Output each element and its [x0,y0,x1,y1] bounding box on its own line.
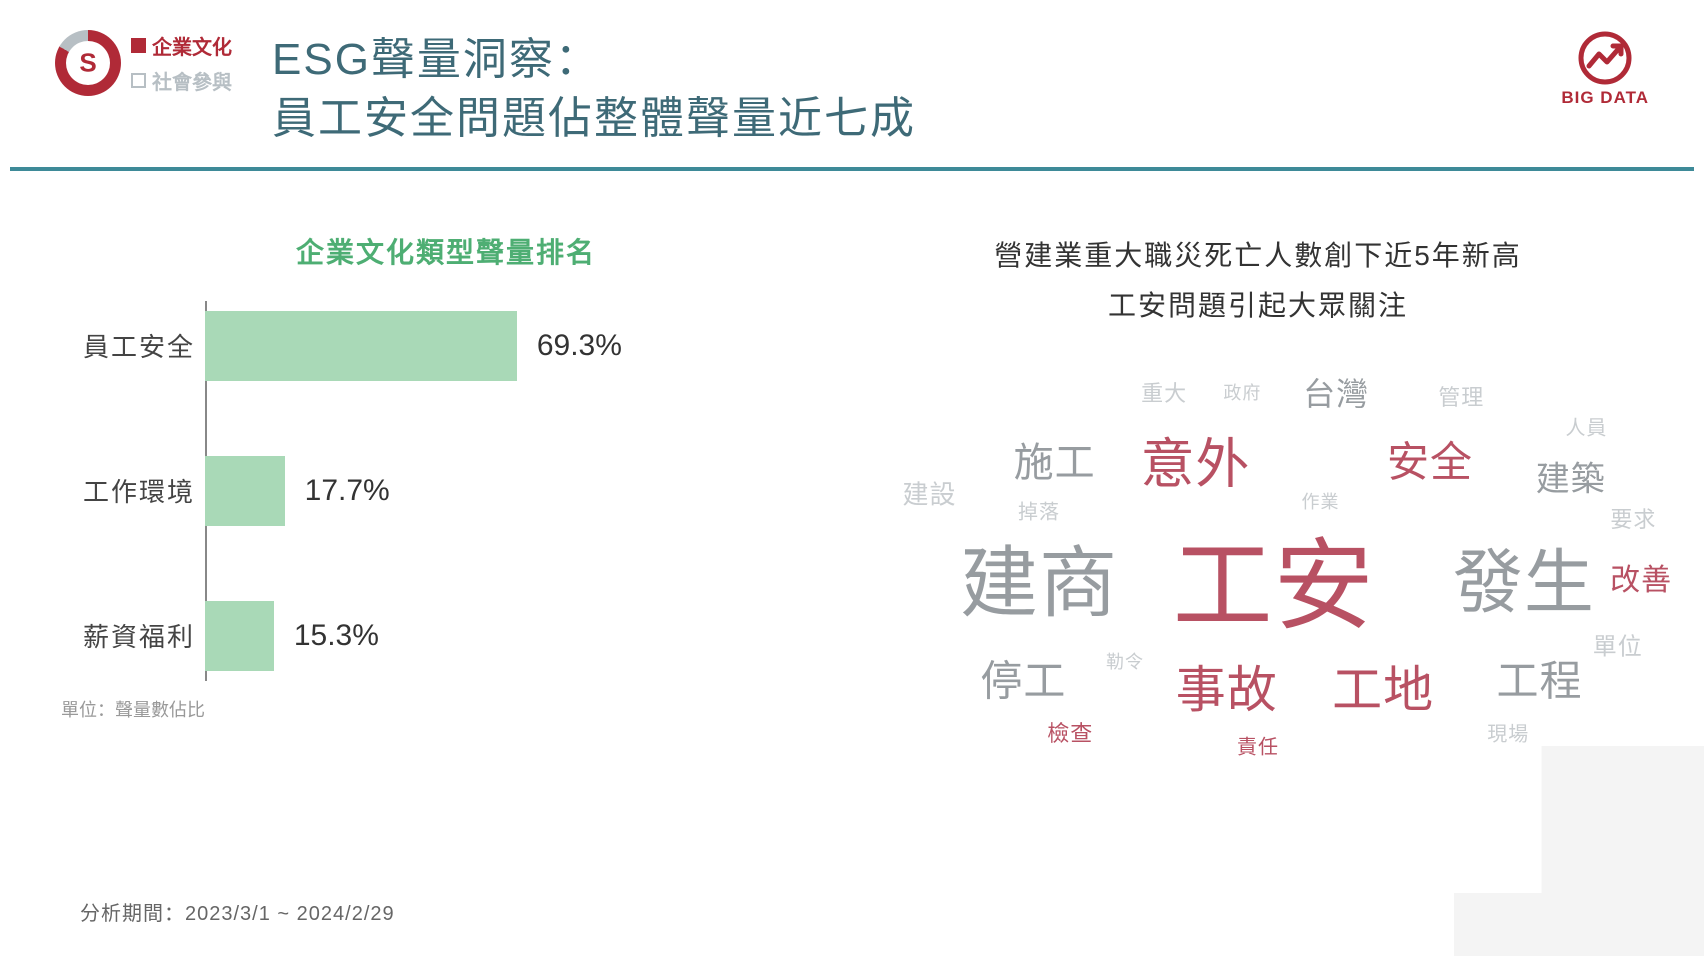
cloud-word: 工地 [1332,650,1434,722]
cloud-word: 檢查 [1047,716,1093,748]
square-hollow-icon [131,73,146,88]
brand-logo: BIG DATA [1561,30,1649,108]
badge-legend: 企業文化 社會參與 [131,31,232,95]
cloud-word: 工程 [1497,647,1583,708]
cloud-word: 重大 [1141,376,1187,408]
cloud-word: 人員 [1565,411,1607,440]
cloud-word: 發生 [1453,526,1595,627]
bar-label: 薪資福利 [55,617,195,654]
cloud-word: 作業 [1302,488,1340,514]
bar [205,456,285,526]
decorative-shape [1454,746,1704,956]
cloud-word: 安全 [1387,429,1473,490]
bigdata-icon [1577,30,1633,86]
title-line-1: ESG聲量洞察： [272,30,1649,89]
bar-chart-title: 企業文化類型聲量排名 [55,231,837,271]
cloud-word: 停工 [980,647,1066,708]
body: 企業文化類型聲量排名 員工安全69.3%工作環境17.7%薪資福利15.3% 單… [0,171,1704,762]
cloud-word: 事故 [1176,650,1278,722]
bar-chart-unit: 單位：聲量數佔比 [61,696,837,722]
word-cloud: 工安建商發生意外事故工地安全施工停工工程建築台灣改善檢查責任建設掉落重大政府管理… [867,342,1649,762]
category-badge: S 企業文化 社會參與 [55,30,232,96]
title-line-2: 員工安全問題佔整體聲量近七成 [272,89,1649,148]
cloud-caption: 營建業重大職災死亡人數創下近5年新高 工安問題引起大眾關注 [867,231,1649,332]
cloud-word: 政府 [1223,379,1261,405]
legend-active-label: 企業文化 [152,31,232,60]
cloud-word: 意外 [1140,420,1250,499]
cloud-caption-2: 工安問題引起大眾關注 [867,281,1649,331]
cloud-word: 改善 [1610,555,1672,599]
wordcloud-panel: 營建業重大職災死亡人數創下近5年新高 工安問題引起大眾關注 工安建商 發生 意外事故… [867,231,1649,762]
bar-row: 工作環境17.7% [205,446,837,536]
cloud-word: 工安 [1173,504,1375,649]
bar [205,311,517,381]
legend-active: 企業文化 [131,31,232,60]
bar-value: 17.7% [305,474,390,508]
cloud-word: 單位 [1593,626,1643,661]
header: S 企業文化 社會參與 ESG聲量洞察： 員工安全問題佔整體聲量近七成 BIG … [0,0,1704,149]
cloud-word: 現場 [1487,718,1529,747]
cloud-word: 掉落 [1018,495,1060,524]
square-filled-icon [131,38,146,53]
cloud-word: 施工 [1014,430,1096,488]
page-title: ESG聲量洞察： 員工安全問題佔整體聲量近七成 [272,30,1649,149]
bar-row: 薪資福利15.3% [205,591,837,681]
cloud-word: 勒令 [1106,648,1144,674]
cloud-word: 要求 [1610,502,1656,534]
cloud-word: 建商 [960,521,1118,633]
cloud-word: 台灣 [1303,369,1369,415]
cloud-word: 管理 [1438,380,1484,412]
bar-row: 員工安全69.3% [205,301,837,391]
bar-label: 工作環境 [55,472,195,509]
brand-text: BIG DATA [1561,88,1649,108]
cloud-word: 責任 [1237,730,1279,759]
bar-label: 員工安全 [55,327,195,364]
legend-inactive-label: 社會參與 [152,66,232,95]
bar-chart: 員工安全69.3%工作環境17.7%薪資福利15.3% [55,301,837,681]
bar-chart-panel: 企業文化類型聲量排名 員工安全69.3%工作環境17.7%薪資福利15.3% 單… [55,231,837,762]
badge-letter: S [79,48,96,79]
cloud-caption-1: 營建業重大職災死亡人數創下近5年新高 [867,231,1649,281]
cloud-word: 建設 [903,474,957,511]
bar-value: 15.3% [294,619,379,653]
cloud-word: 建築 [1536,451,1606,500]
bar-value: 69.3% [537,329,622,363]
footer-period: 分析期間：2023/3/1 ~ 2024/2/29 [80,897,395,926]
bar [205,601,274,671]
s-ring-icon: S [55,30,121,96]
legend-inactive: 社會參與 [131,66,232,95]
